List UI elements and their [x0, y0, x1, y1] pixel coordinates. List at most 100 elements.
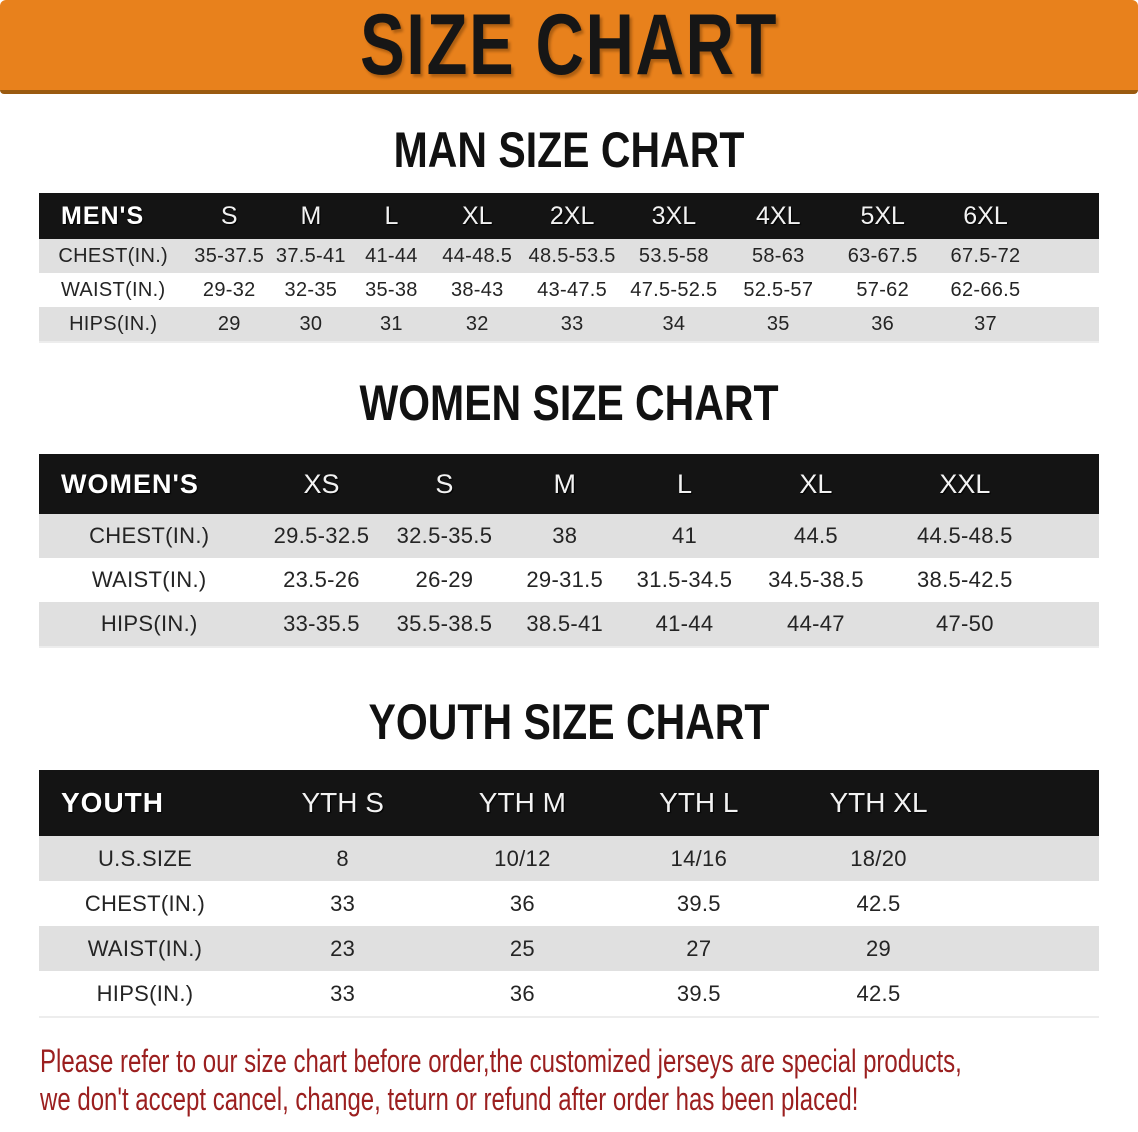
men-size-header-m: M — [271, 193, 351, 239]
youth-waist-in-yth-m: 25 — [434, 926, 611, 971]
men-waist-in-3xl: 47.5-52.5 — [621, 273, 726, 307]
youth-row-u-s-size: U.S.SIZE 8 10/12 14/16 18/20 — [39, 836, 1099, 881]
men-chest-in-2xl: 48.5-53.5 — [522, 239, 622, 273]
youth-u-s-size-yth-m: 10/12 — [434, 836, 611, 881]
women-chest-in-s: 32.5-35.5 — [383, 514, 506, 558]
men-hips-in-6xl: 37 — [934, 307, 1037, 341]
men-row-waist-in: WAIST(IN.) 29-32 32-35 35-38 38-43 43-47.5 47.… — [39, 273, 1099, 307]
men-size-header-4xl: 4XL — [725, 193, 831, 239]
men-chest-in-6xl: 67.5-72 — [934, 239, 1037, 273]
row-label: HIPS(IN.) — [39, 971, 251, 1016]
women-size-header-s: S — [383, 454, 506, 514]
disclaimer: Please refer to our size chart before or… — [40, 1042, 962, 1118]
row-label: U.S.SIZE — [39, 836, 251, 881]
youth-chest-in-yth-m: 36 — [434, 881, 611, 926]
men-hips-in-4xl: 35 — [725, 307, 831, 341]
men-chest-in-xl: 44-48.5 — [432, 239, 523, 273]
youth-header-row: YOUTH YTH S YTH M YTH L YTH XL — [39, 770, 1099, 836]
women-waist-in-s: 26-29 — [383, 558, 506, 602]
women-row-hips-in: HIPS(IN.) 33-35.5 35.5-38.5 38.5-41 41-44 44-… — [39, 602, 1099, 646]
youth-chest-in-yth-s: 33 — [251, 881, 435, 926]
youth-row-chest-in: CHEST(IN.) 33 36 39.5 42.5 — [39, 881, 1099, 926]
women-waist-in-xxl: 38.5-42.5 — [886, 558, 1043, 602]
spacer-cell — [969, 836, 1099, 881]
men-size-table: MEN'S S M L XL 2XL 3XL 4XL 5XL 6XL CHEST(IN.) 35-37… — [39, 193, 1099, 341]
row-label: CHEST(IN.) — [39, 881, 251, 926]
spacer-cell — [1036, 193, 1099, 239]
men-hips-in-3xl: 34 — [621, 307, 726, 341]
women-row-chest-in: CHEST(IN.) 29.5-32.5 32.5-35.5 38 41 44.5 44.5… — [39, 514, 1099, 558]
men-size-header-2xl: 2XL — [522, 193, 622, 239]
women-chest-in-xl: 44.5 — [744, 514, 887, 558]
men-chest-in-4xl: 58-63 — [725, 239, 831, 273]
spacer-cell — [1042, 454, 1099, 514]
youth-size-table: YOUTH YTH S YTH M YTH L YTH XL U.S.SIZE 8 10/12… — [39, 770, 1099, 1016]
spacer-cell — [1042, 514, 1099, 558]
women-waist-in-xl: 34.5-38.5 — [744, 558, 887, 602]
youth-size-header-yth-xl: YTH XL — [787, 770, 970, 836]
youth-hips-in-yth-l: 39.5 — [610, 971, 788, 1016]
youth-hips-in-yth-m: 36 — [434, 971, 611, 1016]
spacer-cell — [1042, 558, 1099, 602]
men-chest-in-5xl: 63-67.5 — [830, 239, 935, 273]
spacer-cell — [969, 770, 1099, 836]
men-hips-in-m: 30 — [271, 307, 351, 341]
row-label: CHEST(IN.) — [39, 239, 188, 273]
women-chest-in-xs: 29.5-32.5 — [259, 514, 384, 558]
spacer-cell — [1036, 307, 1099, 341]
row-label: HIPS(IN.) — [39, 307, 188, 341]
disclaimer-line-2: we don't accept cancel, change, teturn o… — [40, 1081, 859, 1117]
men-waist-in-2xl: 43-47.5 — [522, 273, 622, 307]
youth-waist-in-yth-l: 27 — [610, 926, 788, 971]
women-waist-in-m: 29-31.5 — [505, 558, 625, 602]
spacer-cell — [1036, 239, 1099, 273]
men-table-title: MEN'S — [39, 193, 188, 239]
youth-chest-in-yth-xl: 42.5 — [787, 881, 970, 926]
youth-hips-in-yth-xl: 42.5 — [787, 971, 970, 1016]
men-chest-in-3xl: 53.5-58 — [621, 239, 726, 273]
women-hips-in-xxl: 47-50 — [886, 602, 1043, 646]
row-label: WAIST(IN.) — [39, 926, 251, 971]
women-size-table: WOMEN'S XS S M L XL XXL CHEST(IN.) 29.5-32.5 32.5… — [39, 454, 1099, 646]
youth-waist-in-yth-xl: 29 — [787, 926, 970, 971]
men-waist-in-m: 32-35 — [271, 273, 351, 307]
men-size-header-xl: XL — [432, 193, 523, 239]
women-chest-in-l: 41 — [624, 514, 745, 558]
men-chest-in-s: 35-37.5 — [187, 239, 272, 273]
women-size-header-xxl: XXL — [886, 454, 1043, 514]
men-size-header-s: S — [187, 193, 272, 239]
men-section-heading: MAN SIZE CHART — [393, 122, 745, 178]
section-women: WOMEN SIZE CHART WOMEN'S XS S M L XL XXL CHEST(… — [0, 377, 1138, 646]
women-waist-in-xs: 23.5-26 — [259, 558, 384, 602]
men-chest-in-m: 37.5-41 — [271, 239, 351, 273]
women-header-row: WOMEN'S XS S M L XL XXL — [39, 454, 1099, 514]
men-hips-in-s: 29 — [187, 307, 272, 341]
women-waist-in-l: 31.5-34.5 — [624, 558, 745, 602]
youth-size-header-yth-s: YTH S — [251, 770, 435, 836]
men-row-chest-in: CHEST(IN.) 35-37.5 37.5-41 41-44 44-48.5 48.5… — [39, 239, 1099, 273]
youth-section-heading: YOUTH SIZE CHART — [368, 694, 770, 750]
youth-u-s-size-yth-xl: 18/20 — [787, 836, 970, 881]
spacer-cell — [969, 881, 1099, 926]
women-hips-in-s: 35.5-38.5 — [383, 602, 506, 646]
women-size-header-xs: XS — [259, 454, 384, 514]
row-label: CHEST(IN.) — [39, 514, 260, 558]
youth-chest-in-yth-l: 39.5 — [610, 881, 788, 926]
men-hips-in-l: 31 — [350, 307, 433, 341]
spacer-cell — [969, 971, 1099, 1016]
women-size-header-m: M — [505, 454, 625, 514]
youth-u-s-size-yth-l: 14/16 — [610, 836, 788, 881]
women-hips-in-xl: 44-47 — [744, 602, 887, 646]
men-waist-in-6xl: 62-66.5 — [934, 273, 1037, 307]
women-hips-in-xs: 33-35.5 — [259, 602, 384, 646]
women-chest-in-m: 38 — [505, 514, 625, 558]
women-hips-in-m: 38.5-41 — [505, 602, 625, 646]
women-size-header-xl: XL — [744, 454, 887, 514]
men-hips-in-xl: 32 — [432, 307, 523, 341]
spacer-cell — [1036, 273, 1099, 307]
section-youth: YOUTH SIZE CHART YOUTH YTH S YTH M YTH L YTH… — [0, 696, 1138, 1016]
women-chest-in-xxl: 44.5-48.5 — [886, 514, 1043, 558]
women-size-header-l: L — [624, 454, 745, 514]
disclaimer-line-1: Please refer to our size chart before or… — [40, 1043, 962, 1079]
